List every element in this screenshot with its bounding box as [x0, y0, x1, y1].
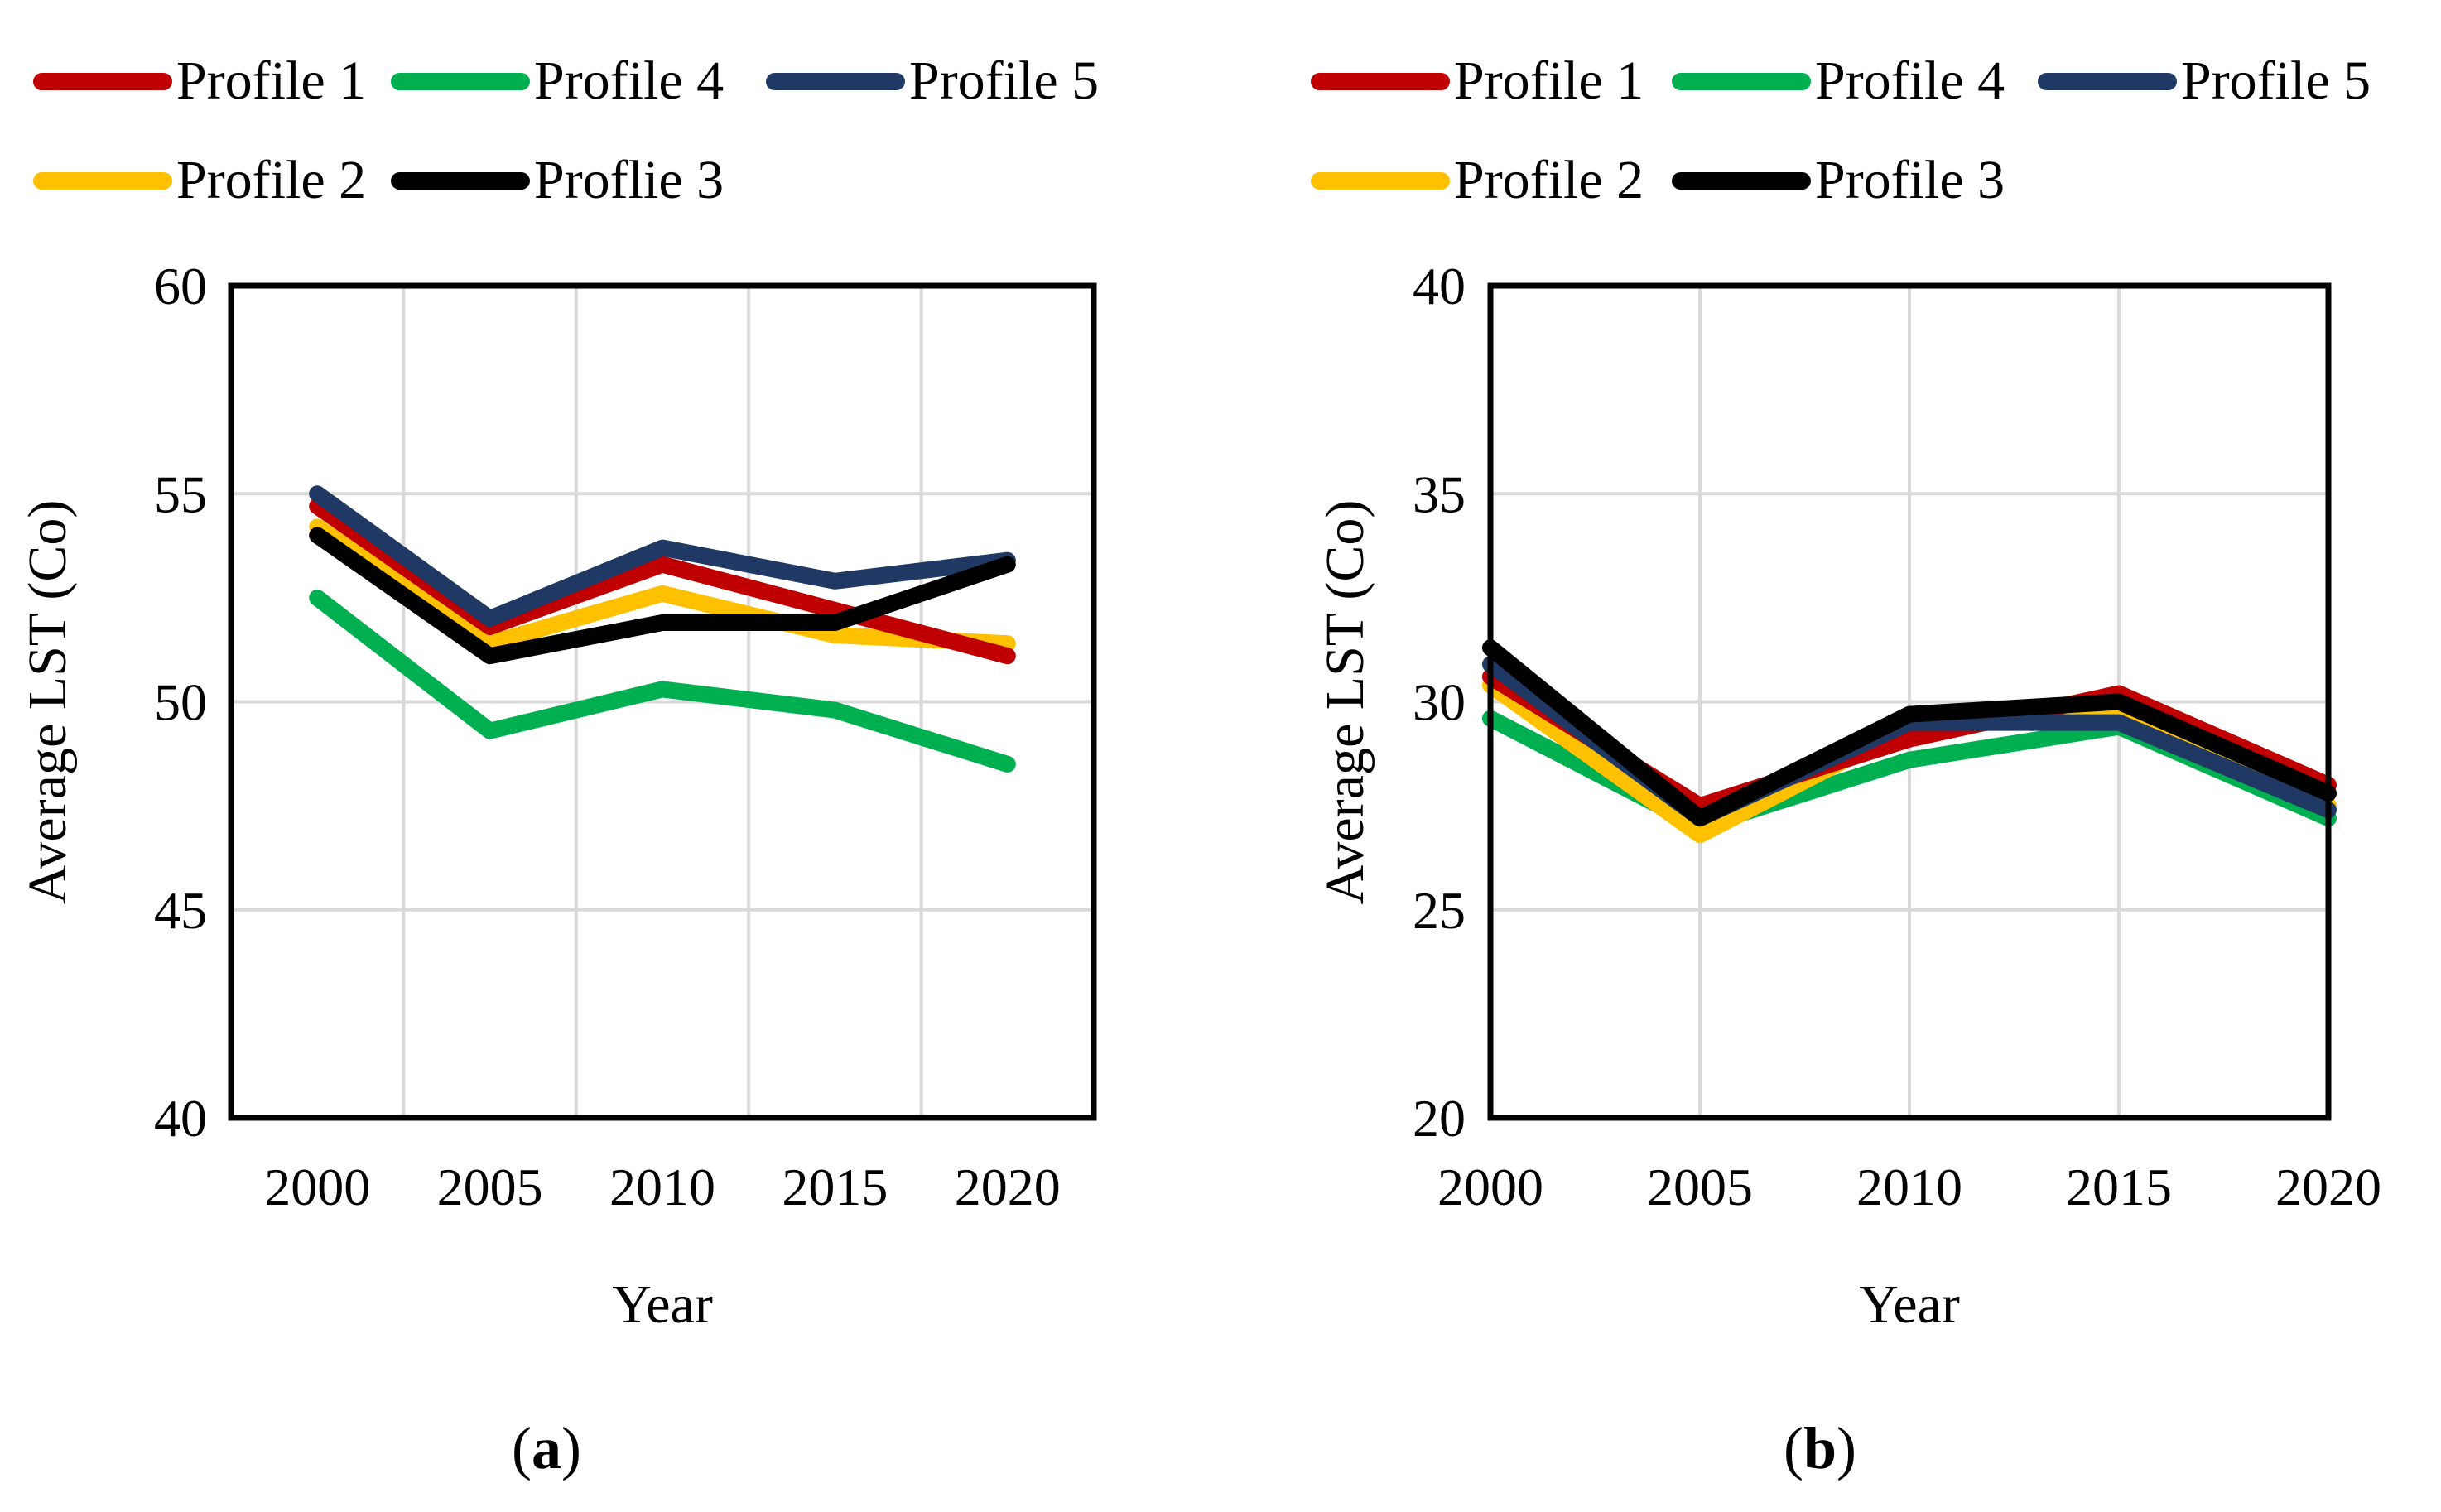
series-line-profile-5 [309, 485, 1016, 627]
chart-a-plot: 40 45 50 55 60 2000 2005 2010 2015 2020 [154, 257, 1097, 1216]
legend-label-profile-5: Profile 5 [909, 51, 1100, 111]
legend-label-profile-4: Profile 4 [534, 51, 725, 111]
plot-border [228, 282, 1097, 1121]
x-axis-title-b: Year [1859, 1274, 1960, 1335]
y-tick-label-40: 40 [154, 1089, 207, 1148]
caption-a: (a) [512, 1414, 581, 1483]
caption-a-open-paren: ( [512, 1415, 532, 1481]
legend-swatch-proflie-3 [391, 171, 530, 190]
legend-item-profile-2: Profile 2 [1311, 151, 1644, 210]
y-tick-label-30: 30 [1413, 673, 1466, 732]
legend-label-profile-2: Profile 2 [1454, 150, 1644, 210]
legend-swatch-profile-1 [33, 72, 172, 90]
legend-label-profile-2: Profile 2 [176, 150, 367, 210]
caption-b-letter: b [1803, 1415, 1837, 1481]
legend-item-proflie-3: Proflie 3 [391, 151, 724, 210]
y-tick-label-35: 35 [1413, 465, 1466, 523]
legend-label-profile-4: Profile 4 [1815, 51, 2005, 111]
series-line-profile-4 [309, 589, 1016, 773]
legend-label-profile-5: Profile 5 [2181, 51, 2371, 111]
caption-a-close-paren: ) [561, 1415, 581, 1481]
legend-swatch-profile-2 [1311, 171, 1450, 190]
x-tick-label-2010: 2010 [609, 1158, 715, 1216]
x-tick-label-2020: 2020 [2275, 1158, 2381, 1216]
y-tick-label-50: 50 [154, 673, 207, 732]
plot-border [1487, 282, 2332, 1121]
y-tick-label-25: 25 [1413, 881, 1466, 940]
caption-b-close-paren: ) [1837, 1415, 1857, 1481]
legend-swatch-profile-5 [2038, 72, 2177, 90]
legend-item-profile-4: Profile 4 [1672, 51, 2005, 111]
legend-swatch-profile-4 [1672, 72, 1811, 90]
caption-a-letter: a [532, 1415, 561, 1481]
legend-label-proflie-3: Proflie 3 [534, 150, 725, 210]
legend-swatch-profile-2 [33, 171, 172, 190]
legend-item-profile-3: Profile 3 [1672, 151, 2005, 210]
x-tick-label-2010: 2010 [1856, 1158, 1962, 1216]
legend-item-profile-5: Profile 5 [2038, 51, 2371, 111]
x-tick-label-2005: 2005 [437, 1158, 543, 1216]
y-tick-label-40: 40 [1413, 257, 1466, 315]
legend-label-profile-3: Profile 3 [1815, 150, 2005, 210]
y-tick-label-60: 60 [154, 257, 207, 315]
x-tick-label-2000: 2000 [264, 1158, 370, 1216]
y-tick-label-55: 55 [154, 465, 207, 523]
panel-a: Profile 1 Profile 4 Profile 5 Profile 2 Prof… [0, 0, 1220, 1512]
legend-item-profile-4: Profile 4 [391, 51, 724, 111]
x-tick-label-2015: 2015 [782, 1158, 888, 1216]
legend-swatch-profile-1 [1311, 72, 1450, 90]
legend-swatch-profile-3 [1672, 171, 1811, 190]
legend-swatch-profile-4 [391, 72, 530, 90]
legend-label-profile-1: Profile 1 [176, 51, 367, 111]
y-axis-title-b: Average LST (Co) [1315, 499, 1375, 905]
x-axis-title-a: Year [612, 1274, 713, 1335]
y-axis-title-a: Average LST (Co) [17, 499, 78, 905]
x-tick-label-2015: 2015 [2066, 1158, 2172, 1216]
series-line-profile-3 [1482, 639, 2337, 827]
y-tick-label-45: 45 [154, 881, 207, 940]
series-line-profile-2 [309, 518, 1016, 652]
series-line-proflie-3 [309, 527, 1016, 665]
y-tick-label-20: 20 [1413, 1089, 1466, 1148]
x-tick-label-2000: 2000 [1437, 1158, 1543, 1216]
legend-item-profile-5: Profile 5 [766, 51, 1099, 111]
legend-item-profile-2: Profile 2 [33, 151, 366, 210]
panel-b: Profile 1 Profile 4 Profile 5 Profile 2 Prof… [1220, 0, 2441, 1512]
x-tick-label-2005: 2005 [1647, 1158, 1753, 1216]
chart-b-plot: 20 25 30 35 40 2000 2005 2010 2015 2020 [1413, 257, 2381, 1216]
legend-swatch-profile-5 [766, 72, 905, 90]
caption-b-open-paren: ( [1783, 1415, 1803, 1481]
legend-item-profile-1: Profile 1 [1311, 51, 1644, 111]
x-tick-label-2020: 2020 [955, 1158, 1061, 1216]
legend-label-profile-1: Profile 1 [1454, 51, 1644, 111]
legend-item-profile-1: Profile 1 [33, 51, 366, 111]
caption-b: (b) [1784, 1414, 1856, 1483]
